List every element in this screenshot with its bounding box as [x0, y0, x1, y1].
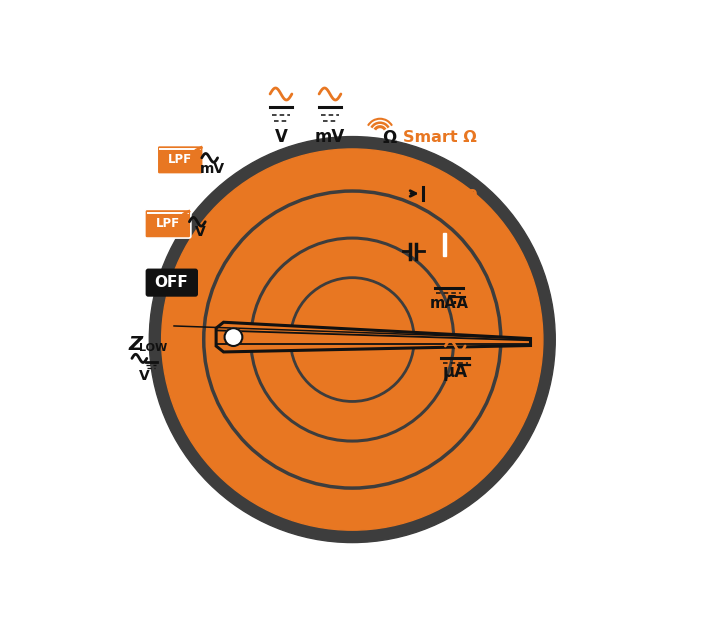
FancyBboxPatch shape	[144, 210, 191, 238]
Text: mA̅: mA̅	[430, 296, 456, 311]
Circle shape	[150, 136, 555, 543]
Bar	[444, 233, 446, 257]
Text: µA: µA	[443, 363, 468, 381]
Circle shape	[441, 229, 449, 236]
Text: mV: mV	[315, 127, 345, 145]
FancyBboxPatch shape	[147, 269, 197, 296]
Text: V: V	[195, 224, 205, 239]
Text: Z: Z	[129, 335, 142, 354]
FancyBboxPatch shape	[158, 145, 203, 174]
Text: LOW: LOW	[139, 343, 168, 354]
Text: ·A: ·A	[452, 296, 468, 311]
Text: Auto: Auto	[438, 186, 478, 201]
Circle shape	[162, 149, 543, 530]
Text: OFF: OFF	[155, 275, 189, 290]
Text: V: V	[274, 127, 287, 145]
Text: mV: mV	[200, 162, 225, 176]
Text: V: V	[139, 368, 150, 383]
Circle shape	[224, 328, 242, 346]
Text: LPF: LPF	[168, 153, 192, 167]
Circle shape	[438, 255, 452, 269]
Text: Smart Ω: Smart Ω	[404, 130, 477, 145]
Text: LPF: LPF	[155, 217, 179, 230]
Bar	[441, 233, 449, 260]
Polygon shape	[216, 322, 531, 352]
Text: Ω: Ω	[383, 129, 397, 147]
